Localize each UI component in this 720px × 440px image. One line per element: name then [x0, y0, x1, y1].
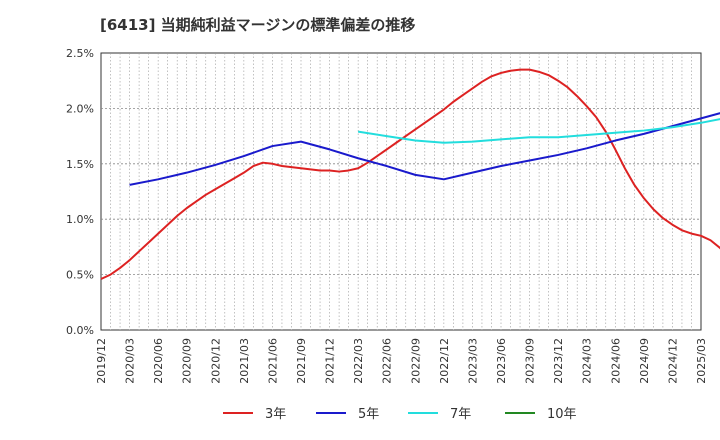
y-tick-label: 1.5% — [66, 158, 94, 171]
series-line-2 — [129, 112, 720, 186]
x-tick-label: 2024/06 — [609, 338, 622, 384]
y-tick-label: 2.0% — [66, 102, 94, 115]
series-line-1 — [100, 68, 720, 280]
x-tick-label: 2020/06 — [152, 338, 165, 384]
legend-label-4: 10年 — [547, 407, 577, 422]
x-tick-label: 2021/09 — [295, 338, 308, 384]
x-axis: 2019/12 2020/03 2020/06 2020/09 2020/12 2021/… — [95, 338, 708, 384]
x-tick-label: 2023/12 — [552, 338, 565, 384]
plot-area — [100, 52, 702, 331]
x-tick-label: 2022/06 — [381, 338, 394, 384]
series-lines — [100, 68, 720, 280]
y-axis: 0.0% 0.5% 1.0% 1.5% 2.0% 2.5% — [66, 47, 94, 337]
y-tick-label: 1.0% — [66, 213, 94, 226]
x-tick-label: 2024/09 — [638, 338, 651, 384]
legend-label-3: 7年 — [450, 407, 471, 422]
x-tick-label: 2022/09 — [409, 338, 422, 384]
legend-label-1: 3年 — [265, 407, 286, 422]
legend-label-2: 5年 — [358, 407, 379, 422]
x-tick-label: 2021/06 — [266, 338, 279, 384]
x-tick-label: 2019/12 — [95, 338, 108, 384]
x-tick-label: 2023/03 — [466, 338, 479, 384]
legend: 3年 5年 7年 10年 — [223, 407, 577, 422]
x-tick-label: 2023/06 — [495, 338, 508, 384]
x-tick-label: 2021/12 — [324, 338, 337, 384]
x-tick-label: 2020/12 — [209, 338, 222, 384]
x-tick-label: 2021/03 — [238, 338, 251, 384]
y-tick-label: 0.5% — [66, 269, 94, 282]
x-tick-label: 2020/09 — [181, 338, 194, 384]
y-tick-label: 0.0% — [66, 324, 94, 337]
x-tick-label: 2024/03 — [581, 338, 594, 384]
grid-lines — [101, 53, 701, 330]
x-tick-label: 2022/03 — [352, 338, 365, 384]
chart-title: [6413] 当期純利益マージンの標準偏差の推移 — [100, 16, 416, 34]
series-line-3 — [357, 118, 720, 144]
x-tick-label: 2022/12 — [438, 338, 451, 384]
x-tick-label: 2023/09 — [524, 338, 537, 384]
x-tick-label: 2025/03 — [695, 338, 708, 384]
x-tick-label: 2020/03 — [124, 338, 137, 384]
y-tick-label: 2.5% — [66, 47, 94, 60]
x-tick-label: 2024/12 — [666, 338, 679, 384]
